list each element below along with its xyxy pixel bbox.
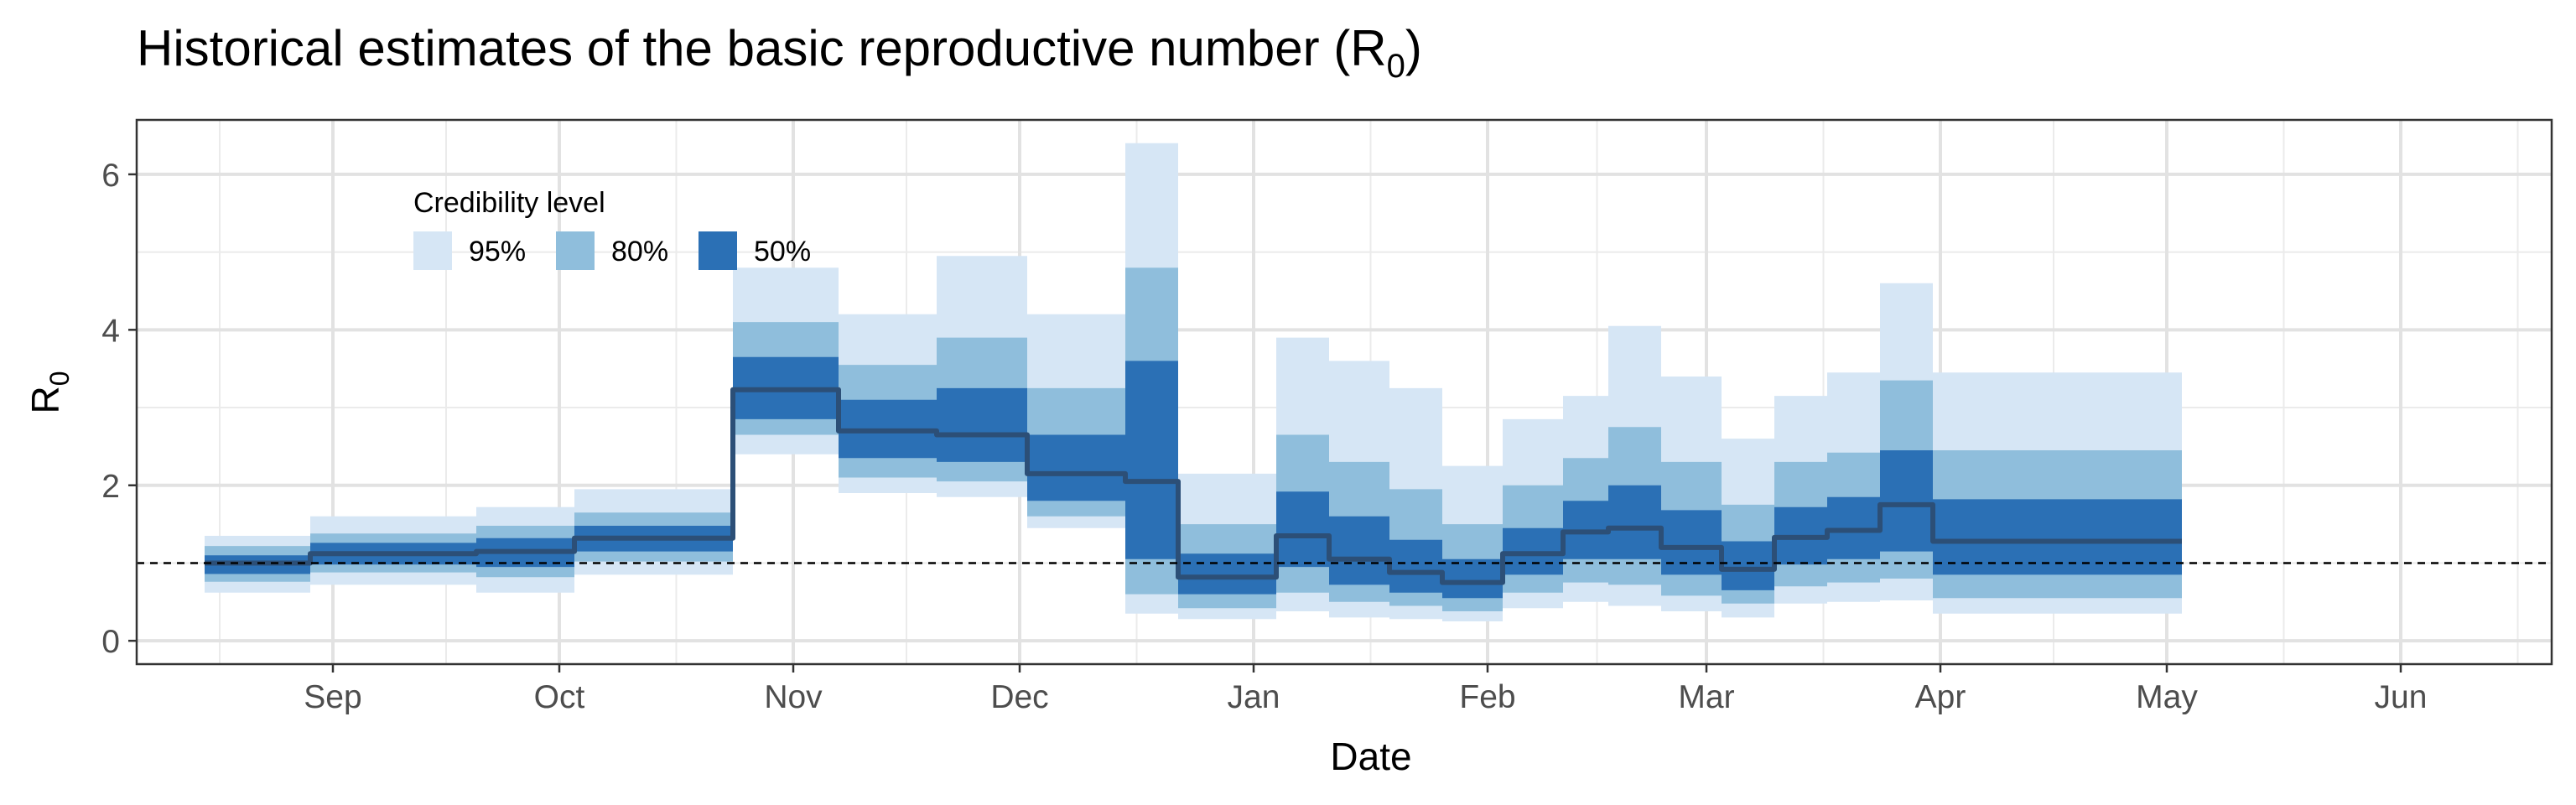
legend-title: Credibility level bbox=[413, 187, 605, 219]
x-tick-label: Feb bbox=[1459, 679, 1515, 715]
legend: Credibility level 95% 80% 50% bbox=[413, 187, 811, 270]
plot-frame bbox=[135, 118, 2553, 666]
legend-key bbox=[413, 231, 452, 270]
chart-title: Historical estimates of the basic reprod… bbox=[137, 20, 1422, 85]
y-axis-title: R0 bbox=[23, 371, 75, 413]
y-tick-label: 4 bbox=[101, 313, 120, 349]
y-axis-title-subscript: 0 bbox=[44, 371, 75, 386]
legend-label: 80% bbox=[611, 236, 668, 267]
x-tick-label: Dec bbox=[990, 679, 1048, 715]
y-tick-label: 0 bbox=[101, 624, 120, 660]
legend-key bbox=[556, 231, 595, 270]
x-tick-label: Sep bbox=[304, 679, 361, 715]
legend-label: 95% bbox=[469, 236, 526, 267]
x-axis: Sep Oct Nov Dec Jan Feb Mar Apr May Jun bbox=[304, 664, 2427, 715]
x-tick-label: May bbox=[2136, 679, 2198, 715]
x-tick-label: Jun bbox=[2375, 679, 2428, 715]
y-tick-label: 6 bbox=[101, 158, 120, 194]
x-tick-label: Apr bbox=[1915, 679, 1966, 715]
chart-title-close: ) bbox=[1405, 20, 1422, 76]
plot-border bbox=[135, 118, 2553, 666]
x-tick-label: Mar bbox=[1678, 679, 1734, 715]
y-tick-label: 2 bbox=[101, 469, 120, 505]
x-tick-label: Jan bbox=[1228, 679, 1280, 715]
chart-title-subscript: 0 bbox=[1387, 48, 1405, 85]
y-axis: 0 2 4 6 bbox=[101, 158, 137, 660]
legend-label: 50% bbox=[754, 236, 811, 267]
median-path bbox=[205, 387, 2182, 585]
median-line bbox=[205, 387, 2182, 585]
x-tick-label: Oct bbox=[534, 679, 585, 715]
legend-key bbox=[699, 231, 737, 270]
x-tick-label: Nov bbox=[764, 679, 823, 715]
x-axis-title: Date bbox=[1330, 735, 1411, 778]
